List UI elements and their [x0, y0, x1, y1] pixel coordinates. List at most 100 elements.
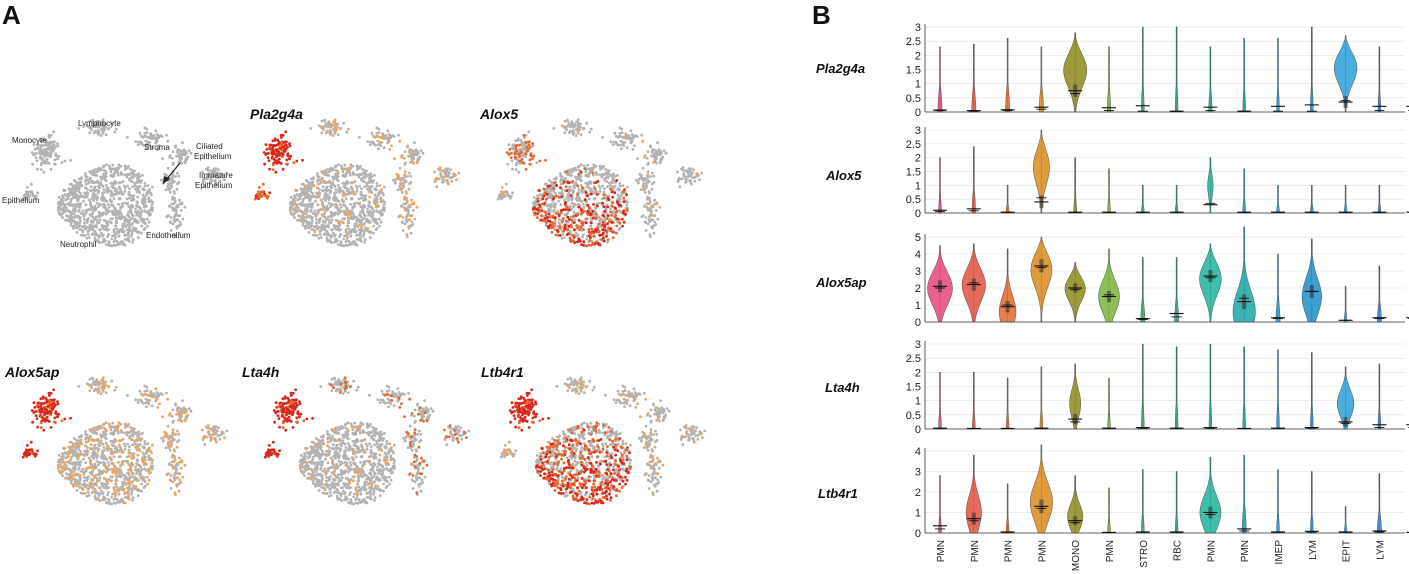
tsne-cell-point — [621, 217, 624, 221]
tsne-cell-point — [146, 224, 150, 228]
tsne-cell-point — [271, 144, 275, 148]
tsne-cell-point — [572, 129, 575, 133]
tsne-cell-point — [147, 196, 151, 200]
tsne-cell-point — [316, 186, 319, 190]
tsne-cell-point — [93, 454, 97, 458]
tsne-cell-point — [130, 488, 134, 492]
tsne-cell-point — [144, 143, 148, 147]
tsne-cell-point — [259, 194, 262, 197]
tsne-cell-point — [373, 135, 377, 139]
tsne-cell-point — [87, 229, 91, 233]
tsne-cell-point — [565, 170, 569, 174]
tsne-cell-point — [134, 207, 138, 211]
tsne-cell-point — [201, 180, 205, 184]
tsne-cell-point — [166, 424, 170, 428]
tsne-cell-point — [102, 423, 105, 426]
tsne-cell-point — [131, 238, 135, 242]
tsne-cell-point — [548, 210, 552, 214]
tsne-cell-point — [552, 126, 556, 130]
tsne-cell-point — [136, 195, 140, 199]
tsne-cell-point — [348, 209, 352, 213]
tsne-cell-point — [112, 230, 116, 234]
tsne-cell-point — [54, 154, 58, 158]
tsne-cell-point — [40, 149, 44, 153]
tsne-cell-point — [548, 215, 552, 219]
tsne-cell-point — [95, 225, 98, 229]
tsne-cell-point — [127, 190, 131, 194]
tsne-cell-point — [592, 234, 596, 238]
tsne-cell-point — [131, 241, 134, 244]
tsne-cell-point — [305, 210, 309, 214]
tsne-cell-point — [618, 200, 622, 204]
tsne-cell-point — [319, 229, 323, 233]
tsne-cell-point — [517, 170, 521, 174]
tsne-cell-point — [84, 203, 88, 207]
tsne-cell-point — [161, 157, 164, 161]
tsne-cell-point — [408, 148, 412, 151]
tsne-cell-point — [107, 209, 111, 213]
tsne-cell-point — [571, 180, 574, 184]
tsne-cell-point — [565, 219, 568, 223]
tsne-cell-point — [579, 170, 583, 174]
tsne-cell-point — [85, 124, 89, 128]
tsne-cell-point — [111, 234, 114, 238]
tsne-cell-point — [56, 209, 60, 212]
tsne-cell-point — [79, 491, 83, 495]
tsne-cell-point — [544, 211, 547, 214]
tsne-cell-point — [315, 226, 319, 230]
tsne-cell-point — [303, 196, 307, 200]
tsne-cell-point — [73, 473, 77, 477]
tsne-cell-point — [142, 486, 146, 489]
tsne-cell-point — [405, 233, 409, 237]
tsne-cell-point — [165, 133, 168, 137]
tsne-cell-point — [343, 211, 347, 215]
tsne-cell-point — [170, 183, 173, 187]
tsne-cell-point — [94, 215, 98, 219]
tsne-cell-point — [588, 206, 592, 210]
tsne-cell-point — [136, 459, 140, 463]
tsne-cell-point — [92, 131, 96, 135]
tsne-cell-point — [101, 118, 105, 122]
tsne-cell-point — [110, 237, 114, 241]
tsne-cell-point — [329, 215, 333, 219]
tsne-cell-point — [373, 173, 376, 177]
tsne-cell-point — [114, 187, 118, 191]
tsne-cell-point — [653, 198, 656, 202]
tsne-cell-point — [94, 223, 98, 227]
tsne-cell-point — [305, 215, 309, 219]
tsne-cell-point — [348, 241, 352, 245]
tsne-cell-point — [65, 214, 68, 218]
tsne-cell-point — [596, 201, 600, 205]
tsne-cell-point — [78, 485, 82, 489]
tsne-cell-point — [644, 178, 647, 181]
tsne-cell-point — [331, 197, 335, 201]
tsne-cell-point — [370, 213, 374, 217]
tsne-cell-point — [126, 184, 129, 188]
tsne-cell-point — [114, 170, 118, 174]
tsne-cell-point — [365, 220, 368, 223]
tsne-cell-point — [652, 181, 656, 184]
tsne-cell-point — [308, 182, 312, 185]
tsne-cell-point — [611, 143, 615, 147]
tsne-cell-point — [102, 122, 105, 126]
tsne-cell-point — [113, 388, 117, 392]
tsne-cell-point — [105, 458, 109, 461]
tsne-cell-point — [368, 195, 372, 199]
tsne-cell-point — [611, 195, 615, 199]
tsne-cell-point — [516, 158, 519, 162]
tsne-cell-point — [131, 443, 135, 447]
tsne-cell-point — [179, 208, 183, 212]
tsne-cell-point — [117, 203, 120, 206]
tsne-cell-point — [98, 476, 102, 480]
tsne-cell-point — [104, 133, 108, 137]
tsne-cell-point — [576, 240, 579, 244]
tsne-cell-point — [130, 234, 133, 238]
tsne-cell-point — [320, 189, 324, 192]
tsne-cell-point — [606, 222, 609, 226]
tsne-cell-point — [629, 139, 633, 143]
tsne-cell-point — [133, 427, 136, 431]
tsne-cell-point — [47, 133, 51, 137]
tsne-cell-point — [284, 147, 288, 151]
tsne-cell-point — [532, 154, 536, 158]
tsne-cell-point — [166, 139, 170, 143]
